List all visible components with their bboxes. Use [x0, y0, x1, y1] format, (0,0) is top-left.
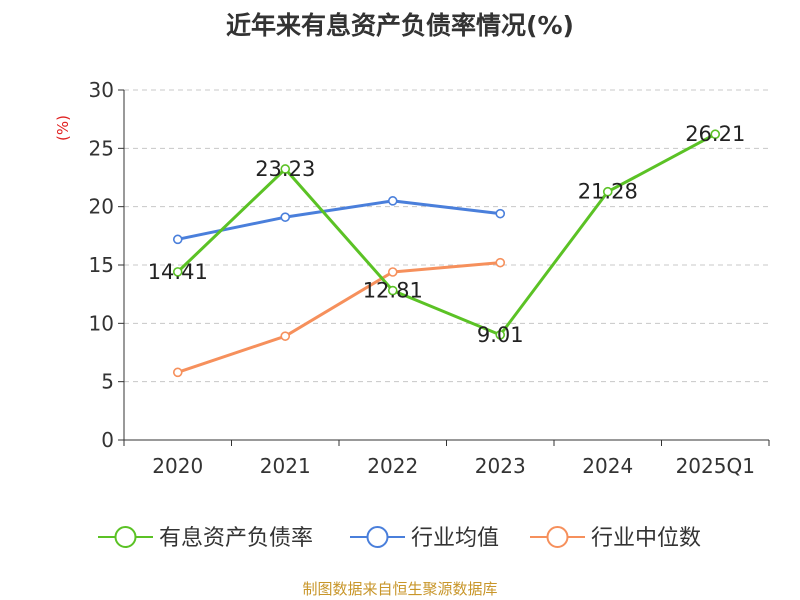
data-point	[710, 129, 721, 140]
data-label: 21.28	[578, 180, 638, 204]
x-tick-label: 2025Q1	[676, 454, 755, 478]
data-point	[280, 331, 291, 341]
x-tick-label: 2021	[260, 454, 311, 478]
x-tick-label: 2022	[367, 454, 418, 478]
legend-label: 行业中位数	[591, 526, 701, 551]
series-line	[176, 132, 716, 337]
y-tick-label: 30	[89, 78, 114, 102]
data-point	[602, 186, 613, 197]
data-point	[387, 285, 398, 296]
series-line	[177, 199, 501, 241]
data-point	[495, 330, 506, 340]
chart-title: 近年来有息资产负债率情况(%)	[226, 11, 574, 40]
data-label: 12.81	[363, 279, 423, 303]
data-point	[172, 267, 183, 277]
data-label: 9.01	[477, 323, 524, 347]
data-point	[387, 196, 398, 206]
y-tick-label: 25	[89, 136, 114, 160]
data-point	[495, 257, 506, 268]
data-label: 26.21	[685, 122, 745, 146]
y-axis-label: (%)	[54, 115, 72, 141]
legend-label: 行业均值	[411, 526, 499, 551]
y-tick-label: 0	[101, 428, 114, 452]
series-line	[177, 261, 501, 374]
data-label: 14.41	[148, 260, 208, 284]
data-point	[172, 234, 183, 245]
data-point	[495, 208, 506, 219]
data-point	[280, 212, 291, 222]
data-label: 23.23	[255, 157, 315, 181]
x-tick-label: 2020	[152, 454, 203, 478]
legend-marker	[366, 526, 389, 548]
x-tick-label: 2023	[475, 454, 526, 478]
data-point	[280, 164, 291, 174]
legend-marker	[114, 526, 137, 548]
data-source-note: 制图数据来自恒生聚源数据库	[302, 580, 498, 598]
x-tick-label: 2024	[582, 454, 633, 478]
y-tick-label: 10	[89, 311, 114, 335]
legend-marker	[546, 526, 569, 548]
data-point	[172, 367, 183, 378]
y-tick-label: 15	[89, 253, 114, 277]
y-tick-label: 20	[89, 195, 114, 219]
data-point	[387, 267, 398, 277]
y-tick-label: 5	[101, 370, 114, 394]
legend-label: 有息资产负债率	[159, 526, 313, 551]
